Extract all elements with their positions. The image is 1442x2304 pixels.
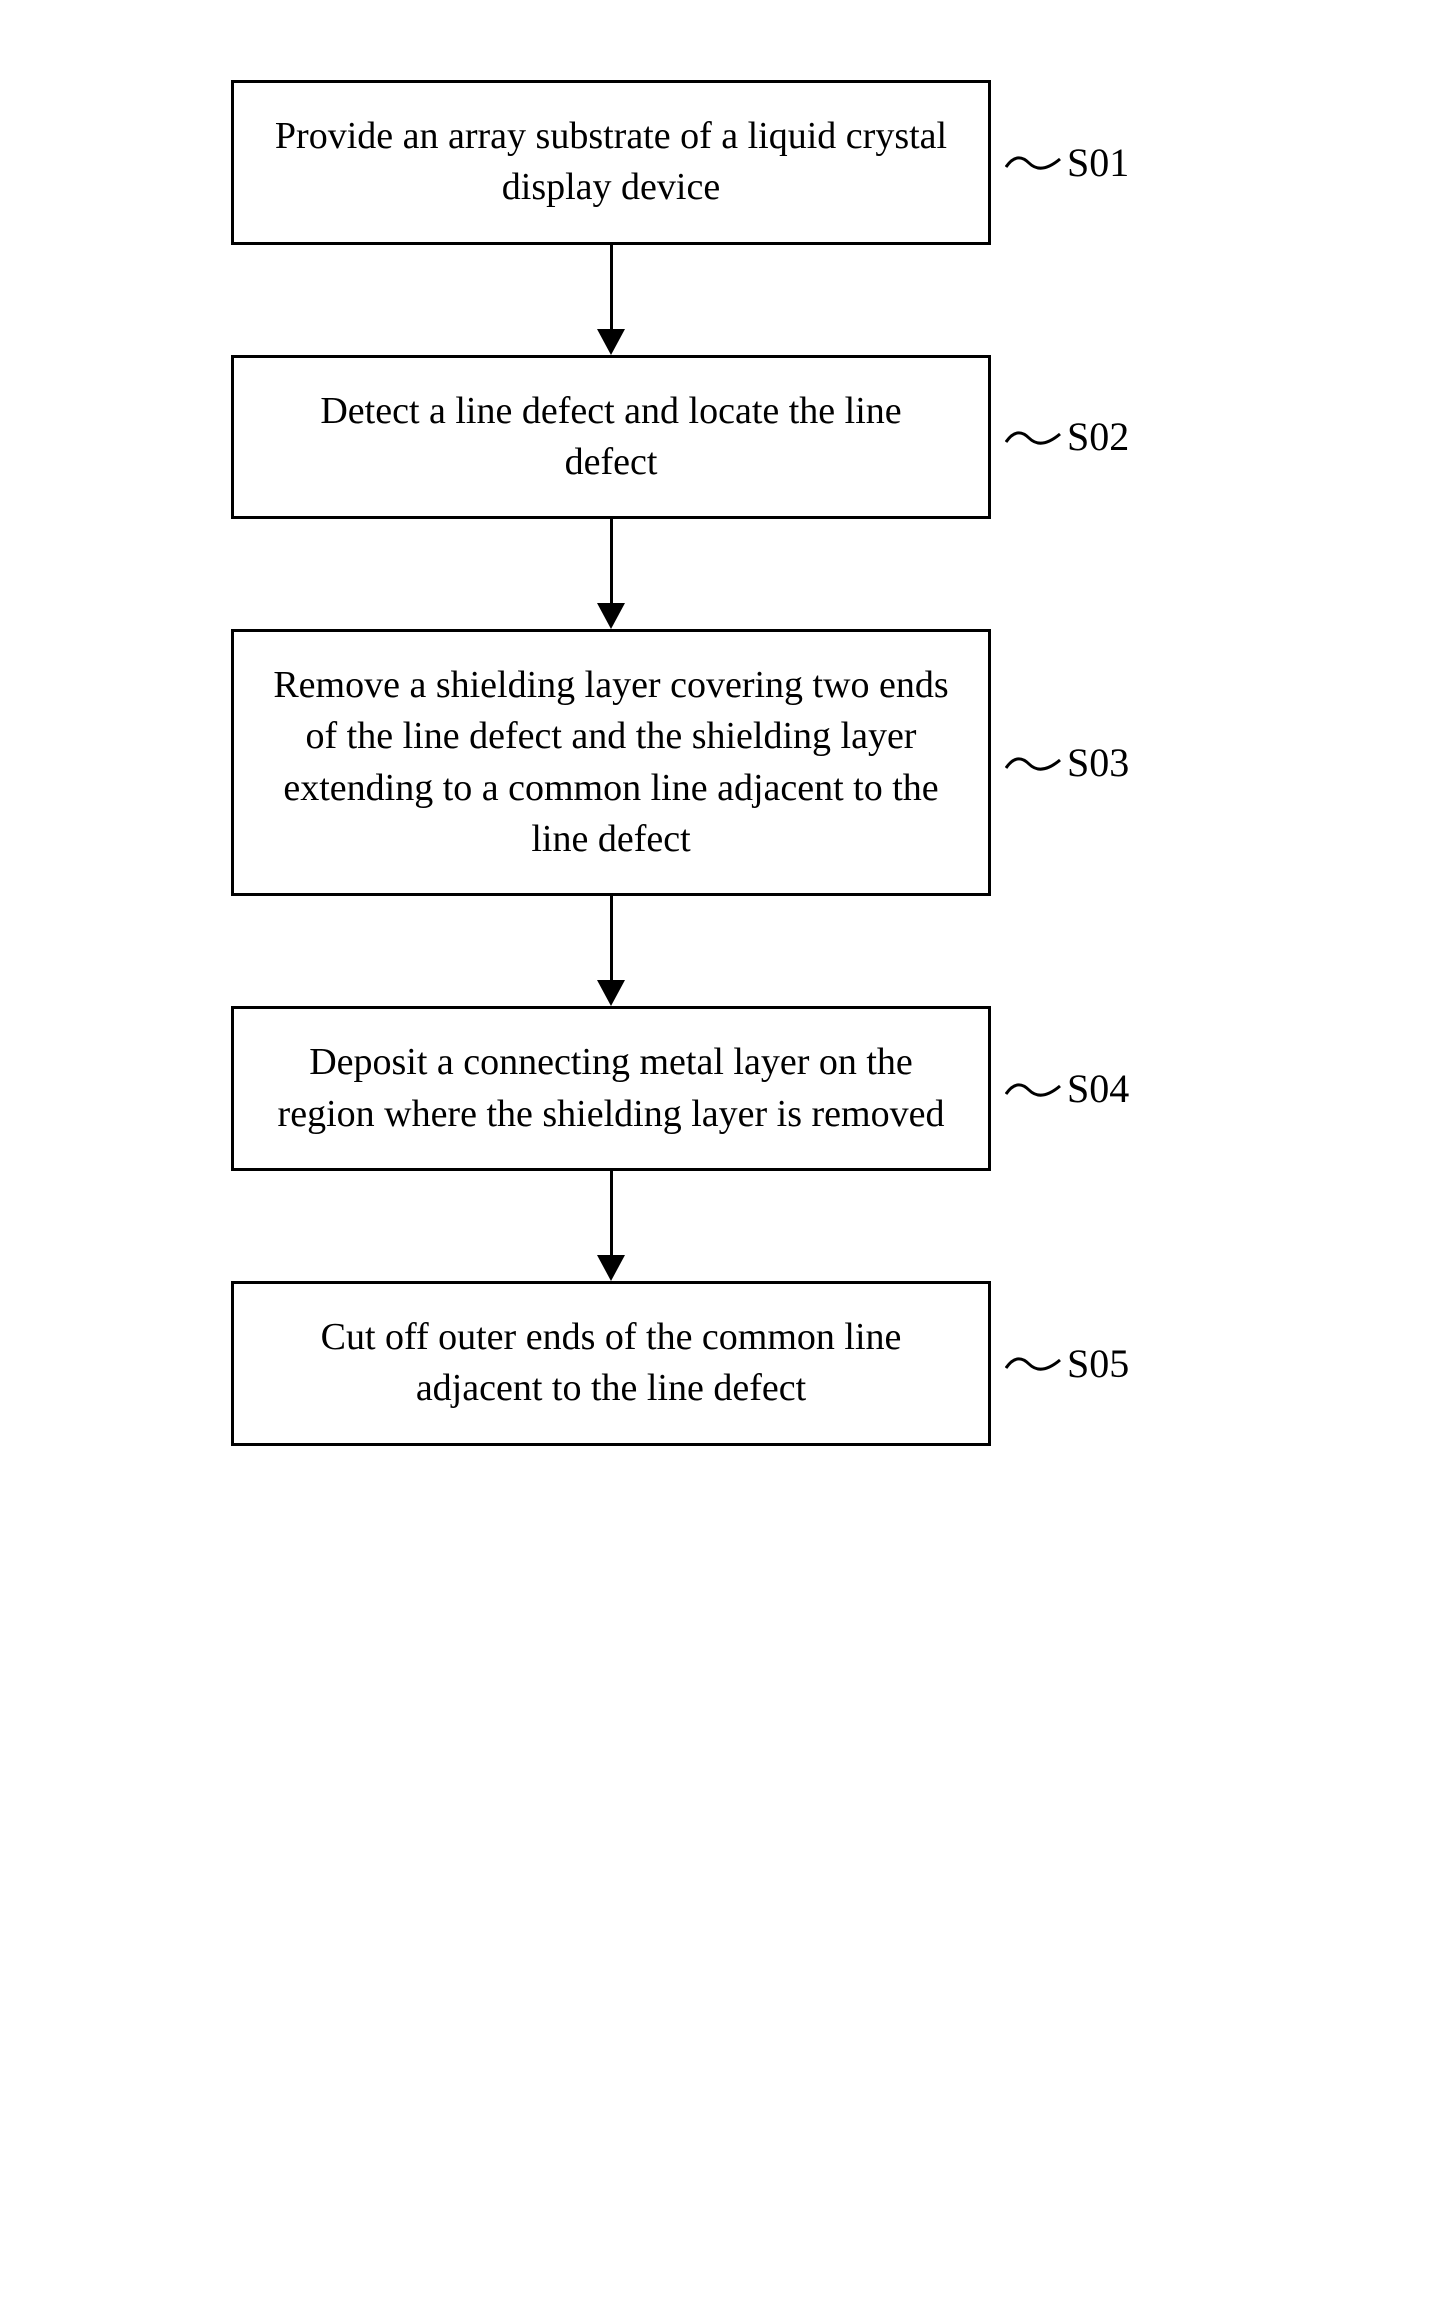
step-label: S02 [1061, 413, 1129, 460]
step-row: Detect a line defect and locate the line… [231, 355, 1211, 520]
connector-squiggle-icon [1005, 147, 1061, 177]
arrow-down-icon [231, 245, 991, 355]
step-text: Provide an array substrate of a liquid c… [275, 115, 947, 208]
step-row: Deposit a connecting metal layer on the … [231, 1006, 1211, 1171]
step-row: Remove a shielding layer covering two en… [231, 629, 1211, 896]
flowchart-container: Provide an array substrate of a liquid c… [231, 80, 1211, 1446]
connector-squiggle-icon [1005, 748, 1061, 778]
step-box-s05: Cut off outer ends of the common line ad… [231, 1281, 991, 1446]
step-row: Provide an array substrate of a liquid c… [231, 80, 1211, 245]
step-box-s03: Remove a shielding layer covering two en… [231, 629, 991, 896]
step-text: Detect a line defect and locate the line… [320, 390, 901, 483]
label-col: S03 [991, 739, 1129, 786]
connector-squiggle-icon [1005, 422, 1061, 452]
label-col: S04 [991, 1065, 1129, 1112]
label-col: S01 [991, 139, 1129, 186]
connector-squiggle-icon [1005, 1074, 1061, 1104]
step-box-s01: Provide an array substrate of a liquid c… [231, 80, 991, 245]
label-col: S02 [991, 413, 1129, 460]
step-row: Cut off outer ends of the common line ad… [231, 1281, 1211, 1446]
step-label: S03 [1061, 739, 1129, 786]
step-label: S01 [1061, 139, 1129, 186]
step-label: S04 [1061, 1065, 1129, 1112]
arrow-down-icon [231, 1171, 991, 1281]
step-text: Cut off outer ends of the common line ad… [321, 1316, 902, 1409]
arrow-down-icon [231, 519, 991, 629]
step-box-s02: Detect a line defect and locate the line… [231, 355, 991, 520]
step-box-s04: Deposit a connecting metal layer on the … [231, 1006, 991, 1171]
connector-squiggle-icon [1005, 1348, 1061, 1378]
label-col: S05 [991, 1340, 1129, 1387]
arrow-down-icon [231, 896, 991, 1006]
step-text: Remove a shielding layer covering two en… [273, 664, 948, 860]
step-text: Deposit a connecting metal layer on the … [278, 1041, 945, 1134]
step-label: S05 [1061, 1340, 1129, 1387]
